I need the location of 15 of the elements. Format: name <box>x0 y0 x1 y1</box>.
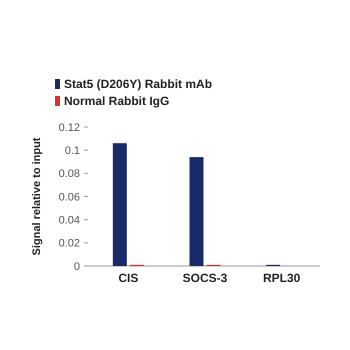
y-tick-label: 0 <box>74 260 80 273</box>
y-axis-title: Signal relative to input <box>31 137 43 256</box>
y-tick-label: 0.12 <box>58 122 80 134</box>
y-tick-label: 0.06 <box>58 191 80 204</box>
y-tick-label: 0.02 <box>58 238 80 250</box>
bar <box>112 143 127 266</box>
x-tick-label: RPL30 <box>262 271 301 285</box>
x-tick-label: CIS <box>118 271 138 285</box>
y-tick-label: 0.08 <box>58 168 80 180</box>
bar <box>190 157 204 266</box>
legend-label: Normal Rabbit IgG <box>64 94 170 108</box>
y-tick-label: 0.04 <box>58 214 80 227</box>
y-tick-label: 0.1 <box>64 145 80 158</box>
x-tick-label: SOCS-3 <box>182 271 228 285</box>
legend-label: Stat5 (D206Y) Rabbit mAb <box>64 77 212 91</box>
